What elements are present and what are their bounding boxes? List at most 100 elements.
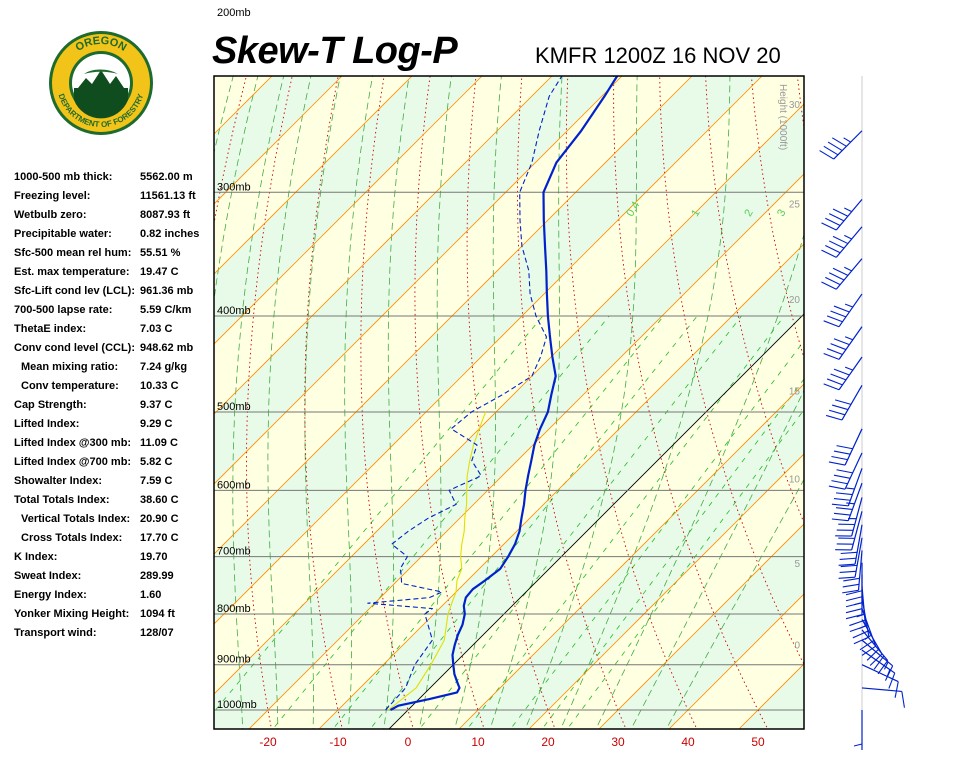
wind-barb <box>835 511 863 551</box>
index-label: Sweat Index: <box>14 570 82 582</box>
index-label: ThetaE index: <box>14 323 87 335</box>
wind-barb <box>861 664 899 698</box>
pressure-label: 400mb <box>217 305 251 317</box>
barb-feather <box>835 507 853 510</box>
barb-feather <box>845 614 863 620</box>
barb-feather <box>821 222 837 231</box>
index-label: 700-500 lapse rate: <box>14 304 113 316</box>
index-label: Est. max temperature: <box>14 266 130 278</box>
wind-barb <box>831 468 863 507</box>
mixing-ratio-label: 3 <box>775 207 788 218</box>
wind-barb <box>821 226 863 258</box>
temperature-band <box>214 76 342 204</box>
wind-barb <box>823 326 863 360</box>
dry-adiabat <box>908 0 960 735</box>
barb-feather <box>821 281 837 290</box>
index-label: K Index: <box>14 551 58 563</box>
barb-feather <box>839 557 857 560</box>
barb-feather <box>884 665 894 681</box>
barb-feather <box>852 630 869 639</box>
temperature-band <box>668 593 804 729</box>
isotherm <box>214 76 413 275</box>
height-tick-label: 20 <box>789 295 801 306</box>
barb-feather <box>832 235 849 245</box>
isotherm <box>214 76 693 555</box>
index-value: 948.62 mb <box>140 342 194 354</box>
barb-feather <box>877 660 889 675</box>
temperature-band <box>214 76 804 694</box>
mixing-ratio-label: 1 <box>689 207 702 218</box>
barb-feather <box>823 145 839 156</box>
index-label: Lifted Index @700 mb: <box>14 456 132 468</box>
index-label: Transport wind: <box>14 627 97 639</box>
barb-half-feather <box>846 487 855 490</box>
height-tick-label: 0 <box>794 641 800 652</box>
wind-barb <box>835 497 863 537</box>
barb-feather <box>832 267 849 276</box>
index-value: 17.70 C <box>140 532 179 544</box>
wind-barb <box>823 293 863 328</box>
barb-feather <box>821 249 837 258</box>
wind-barb <box>842 550 863 594</box>
barb-feather <box>828 272 845 281</box>
barb-feather <box>832 137 847 147</box>
wind-barb <box>861 687 905 708</box>
index-value: 8087.93 ft <box>140 209 191 221</box>
zero-isotherm <box>388 313 804 729</box>
wind-barbs <box>819 130 905 750</box>
index-label: Cross Totals Index: <box>21 532 123 544</box>
temperature-band <box>214 103 804 729</box>
wind-barb <box>861 629 889 675</box>
barb-feather <box>831 455 848 461</box>
isotherm <box>598 523 804 729</box>
dry-adiabat <box>946 0 960 735</box>
dry-adiabat <box>613 76 769 729</box>
isotherm <box>318 243 804 729</box>
mixing-ratio-line <box>466 315 785 729</box>
barb-half-feather <box>844 336 854 341</box>
wind-barb <box>823 356 863 391</box>
barb-feather <box>833 450 851 455</box>
index-value: 9.37 C <box>140 399 173 411</box>
barb-staff <box>857 550 863 591</box>
barb-half-feather <box>844 366 854 371</box>
barb-staff <box>844 452 863 490</box>
barb-feather <box>901 691 905 708</box>
dry-adiabat <box>414 76 485 729</box>
barb-feather <box>823 383 840 391</box>
pressure-label: 300mb <box>217 181 251 193</box>
index-value: 11561.13 ft <box>140 190 196 202</box>
barb-feather <box>859 640 874 651</box>
barb-half-feather <box>844 303 854 308</box>
barb-feather <box>831 480 848 485</box>
barb-feather <box>823 352 840 360</box>
barb-feather <box>838 576 856 579</box>
barb-staff <box>847 482 863 521</box>
temperature-tick-label: 20 <box>541 735 555 749</box>
barb-feather <box>828 409 846 416</box>
pressure-label: 1000mb <box>217 699 257 711</box>
barb-feather <box>833 305 850 313</box>
barb-feather <box>849 619 866 627</box>
barb-feather <box>833 512 851 516</box>
height-tick-label: 10 <box>789 474 801 485</box>
barb-feather <box>833 338 850 346</box>
height-tick-label: 30 <box>789 100 801 111</box>
mixing-ratio-line <box>419 315 742 729</box>
barb-feather <box>833 497 851 501</box>
index-value: 10.33 C <box>140 380 179 392</box>
barb-feather <box>838 563 856 566</box>
barb-feather <box>845 602 863 608</box>
moist-adiabat <box>489 76 563 729</box>
barb-staff <box>861 649 896 674</box>
plot-frame <box>213 75 805 730</box>
wind-barb <box>845 562 863 608</box>
barb-feather <box>826 348 843 355</box>
wind-barb <box>828 452 863 490</box>
barb-feather <box>840 564 858 568</box>
height-axis: Height (1000ft) 0 5 10 15 20 25 30 <box>777 84 800 652</box>
tree-icon <box>78 70 124 88</box>
barb-feather <box>835 492 853 496</box>
index-label: 1000-500 mb thick: <box>14 171 113 183</box>
station-time-label: KMFR 1200Z 16 NOV 20 <box>535 43 781 68</box>
